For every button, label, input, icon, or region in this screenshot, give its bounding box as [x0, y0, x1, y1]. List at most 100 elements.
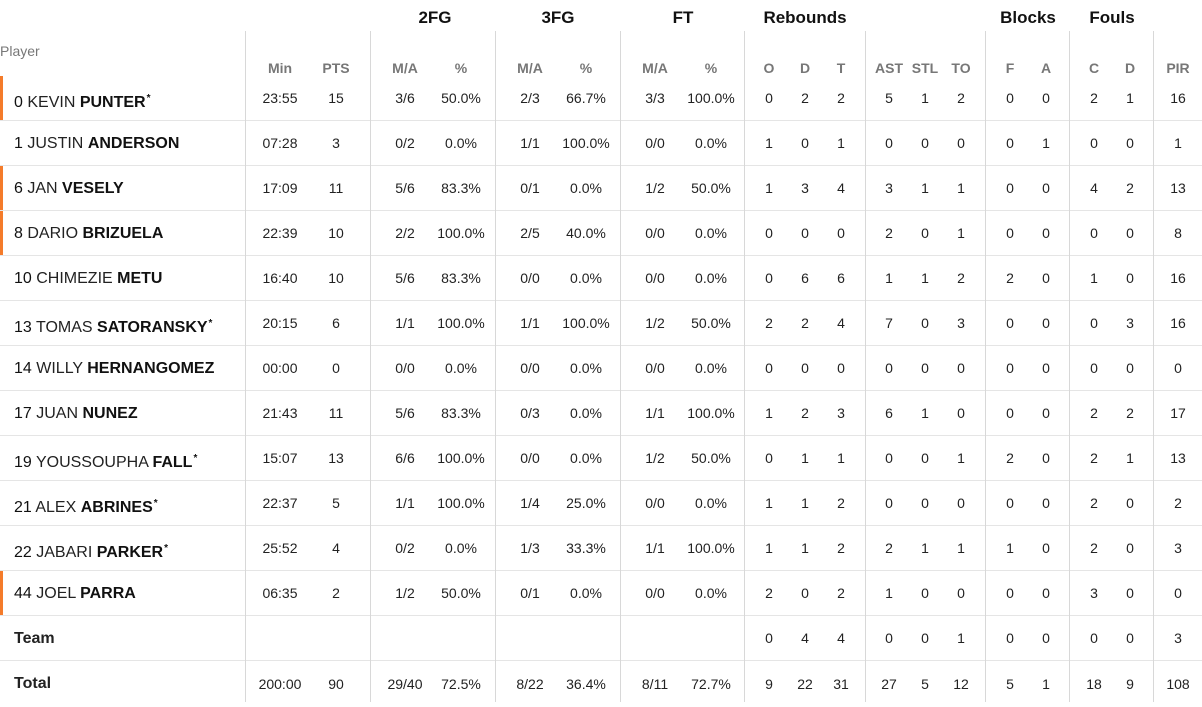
- subheader-min[interactable]: Min: [267, 60, 293, 76]
- cell-pts: 3: [332, 135, 340, 151]
- cell-min: 15:07: [262, 450, 298, 466]
- player-name-link[interactable]: 6 JAN VESELY: [14, 166, 124, 211]
- subheader-ast[interactable]: AST: [875, 60, 903, 76]
- cell-foul-d: 0: [1126, 630, 1134, 646]
- player-column-header[interactable]: Player: [0, 43, 40, 59]
- cell-stl: 0: [921, 585, 929, 601]
- player-number: 14: [14, 360, 32, 377]
- cell-blk-a: 0: [1042, 450, 1050, 466]
- cell-reb-o: 1: [765, 495, 773, 511]
- cell-stl: 1: [921, 540, 929, 556]
- cell-ast: 1: [885, 585, 893, 601]
- subheader-pts[interactable]: PTS: [322, 60, 350, 76]
- cell-reb-d: 3: [801, 180, 809, 196]
- subheader-to[interactable]: TO: [951, 60, 971, 76]
- cell-foul-c: 2: [1090, 90, 1098, 106]
- player-last-name: VESELY: [62, 180, 124, 197]
- cell-reb-t: 1: [837, 135, 845, 151]
- subheader-3fg-pct[interactable]: %: [579, 60, 593, 76]
- cell-reb-o: 1: [765, 180, 773, 196]
- subheader-pir[interactable]: PIR: [1166, 60, 1190, 76]
- cell-2fg-ma: 6/6: [395, 450, 415, 466]
- player-name-link[interactable]: 10 CHIMEZIE METU: [14, 256, 162, 301]
- player-first-name: WILLY: [36, 360, 83, 377]
- cell-reb-o: 0: [765, 90, 773, 106]
- cell-2fg-pct: 50.0%: [441, 585, 481, 601]
- cell-blk-a: 0: [1042, 360, 1050, 376]
- cell-blk-f: 0: [1006, 360, 1014, 376]
- subheader-foul-d[interactable]: D: [1124, 60, 1136, 76]
- cell-blk-f: 0: [1006, 630, 1014, 646]
- cell-foul-c: 0: [1090, 135, 1098, 151]
- cell-ft-pct: 72.7%: [691, 676, 731, 692]
- player-first-name: JUSTIN: [27, 135, 84, 152]
- cell-3fg-ma: 1/1: [520, 135, 540, 151]
- cell-ft-pct: 0.0%: [695, 495, 727, 511]
- starter-indicator: [0, 526, 3, 570]
- player-name-link[interactable]: 17 JUAN NUNEZ: [14, 391, 138, 436]
- cell-blk-f: 0: [1006, 495, 1014, 511]
- player-name-link[interactable]: 8 DARIO BRIZUELA: [14, 211, 163, 256]
- player-name-link[interactable]: 1 JUSTIN ANDERSON: [14, 121, 179, 166]
- cell-reb-o: 0: [765, 270, 773, 286]
- subheader-blk-a[interactable]: A: [1040, 60, 1052, 76]
- row-divider: [0, 120, 1202, 121]
- subheader-2fg-ma[interactable]: M/A: [392, 60, 418, 76]
- cell-foul-c: 0: [1090, 315, 1098, 331]
- cell-ft-ma: 1/1: [645, 540, 665, 556]
- cell-reb-t: 0: [837, 360, 845, 376]
- column-divider: [370, 31, 371, 702]
- cell-3fg-pct: 100.0%: [562, 315, 610, 331]
- cell-blk-a: 1: [1042, 676, 1050, 692]
- player-last-name: METU: [117, 270, 163, 287]
- subheader-2fg-pct[interactable]: %: [454, 60, 468, 76]
- player-name-link[interactable]: 19 YOUSSOUPHA FALL*: [14, 436, 197, 485]
- subheader-stl[interactable]: STL: [911, 60, 939, 76]
- subheader-reb-t[interactable]: T: [836, 60, 846, 76]
- player-name-link[interactable]: 21 ALEX ABRINES*: [14, 481, 158, 530]
- player-name-link[interactable]: 44 JOEL PARRA: [14, 571, 136, 616]
- row-divider: [0, 345, 1202, 346]
- cell-ft-ma: 3/3: [645, 90, 665, 106]
- cell-blk-f: 0: [1006, 315, 1014, 331]
- player-name-link[interactable]: 0 KEVIN PUNTER*: [14, 76, 151, 125]
- cell-2fg-ma: 1/1: [395, 495, 415, 511]
- subheader-foul-c[interactable]: C: [1088, 60, 1100, 76]
- cell-ast: 2: [885, 225, 893, 241]
- cell-ft-pct: 50.0%: [691, 180, 731, 196]
- cell-2fg-ma: 3/6: [395, 90, 415, 106]
- cell-stl: 5: [921, 676, 929, 692]
- cell-stl: 1: [921, 405, 929, 421]
- subheader-ft-pct[interactable]: %: [704, 60, 718, 76]
- cell-to: 0: [957, 135, 965, 151]
- subheader-ft-ma[interactable]: M/A: [642, 60, 668, 76]
- player-last-name: SATORANSKY: [97, 319, 208, 336]
- cell-pir: 13: [1170, 180, 1186, 196]
- subheader-reb-o[interactable]: O: [763, 60, 775, 76]
- subheader-blk-f[interactable]: F: [1005, 60, 1015, 76]
- table-row: 21 ALEX ABRINES* 22:37 5 1/1 100.0% 1/4 25.0% 0…: [0, 481, 1202, 526]
- player-name-link[interactable]: 22 JABARI PARKER*: [14, 526, 168, 575]
- cell-3fg-pct: 36.4%: [566, 676, 606, 692]
- cell-reb-t: 6: [837, 270, 845, 286]
- table-row: 13 TOMAS SATORANSKY* 20:15 6 1/1 100.0% 1/1 10…: [0, 301, 1202, 346]
- player-number: 10: [14, 270, 32, 287]
- cell-pts: 10: [328, 225, 344, 241]
- cell-pts: 5: [332, 495, 340, 511]
- cell-pir: 2: [1174, 495, 1182, 511]
- table-row: 6 JAN VESELY 17:09 11 5/6 83.3% 0/1 0.0% 1/2 50.…: [0, 166, 1202, 211]
- cell-foul-c: 4: [1090, 180, 1098, 196]
- player-name-link[interactable]: 13 TOMAS SATORANSKY*: [14, 301, 212, 350]
- cell-2fg-ma: 0/2: [395, 135, 415, 151]
- row-divider: [0, 480, 1202, 481]
- subheader-reb-d[interactable]: D: [799, 60, 811, 76]
- cell-blk-a: 0: [1042, 270, 1050, 286]
- table-row: 0 KEVIN PUNTER* 23:55 15 3/6 50.0% 2/3 66.7% 3/…: [0, 76, 1202, 121]
- cell-3fg-ma: 2/5: [520, 225, 540, 241]
- player-name-link[interactable]: 14 WILLY HERNANGOMEZ: [14, 346, 214, 391]
- cell-min: 21:43: [262, 405, 298, 421]
- subheader-3fg-ma[interactable]: M/A: [517, 60, 543, 76]
- starter-star-icon: *: [153, 498, 158, 509]
- player-number: 0: [14, 94, 23, 111]
- starter-star-icon: *: [193, 453, 198, 464]
